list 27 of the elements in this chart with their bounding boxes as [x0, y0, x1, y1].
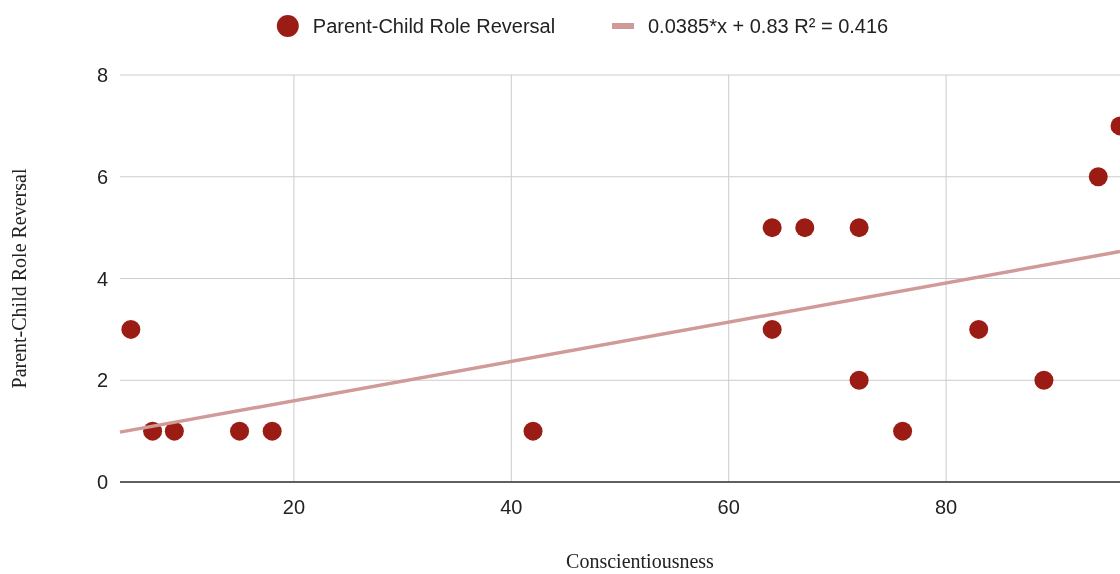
y-tick-label: 4	[96, 267, 108, 290]
y-tick-label: 0	[96, 471, 108, 493]
point	[523, 421, 543, 441]
point	[969, 319, 989, 339]
x-tick-label: 80	[934, 496, 958, 518]
point	[121, 319, 141, 339]
x-tick-label: 40	[500, 496, 523, 518]
point	[849, 218, 869, 238]
x-axis-title: Conscientiousness	[566, 550, 715, 572]
legend-label: Parent-Child Role Reversal	[312, 15, 556, 37]
point	[1088, 167, 1108, 187]
legend-label: 0.0385*x + 0.83 R² = 0.416	[648, 15, 889, 37]
y-tick-label: 8	[96, 64, 108, 86]
point	[230, 421, 250, 441]
point	[762, 218, 782, 238]
x-tick-label: 60	[717, 496, 740, 518]
x-tick-label: 20	[282, 496, 306, 518]
y-tick-label: 6	[96, 165, 108, 188]
y-tick-label: 2	[96, 369, 108, 392]
point	[164, 421, 184, 441]
y-axis-title: Parent-Child Role Reversal	[8, 168, 30, 389]
point	[849, 370, 869, 390]
point	[762, 319, 782, 339]
point	[795, 218, 815, 238]
point	[893, 421, 913, 441]
point	[1034, 370, 1054, 390]
point	[262, 421, 282, 441]
